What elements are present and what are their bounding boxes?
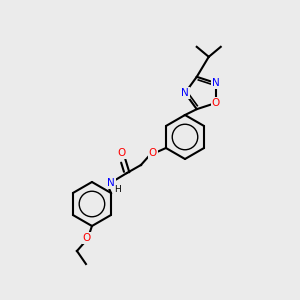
Text: O: O [83, 233, 91, 243]
Text: O: O [118, 148, 126, 158]
Text: N: N [107, 178, 115, 188]
Text: N: N [212, 78, 220, 88]
Text: O: O [149, 148, 157, 158]
Text: H: H [115, 184, 121, 194]
Text: O: O [212, 98, 220, 108]
Text: N: N [181, 88, 189, 98]
